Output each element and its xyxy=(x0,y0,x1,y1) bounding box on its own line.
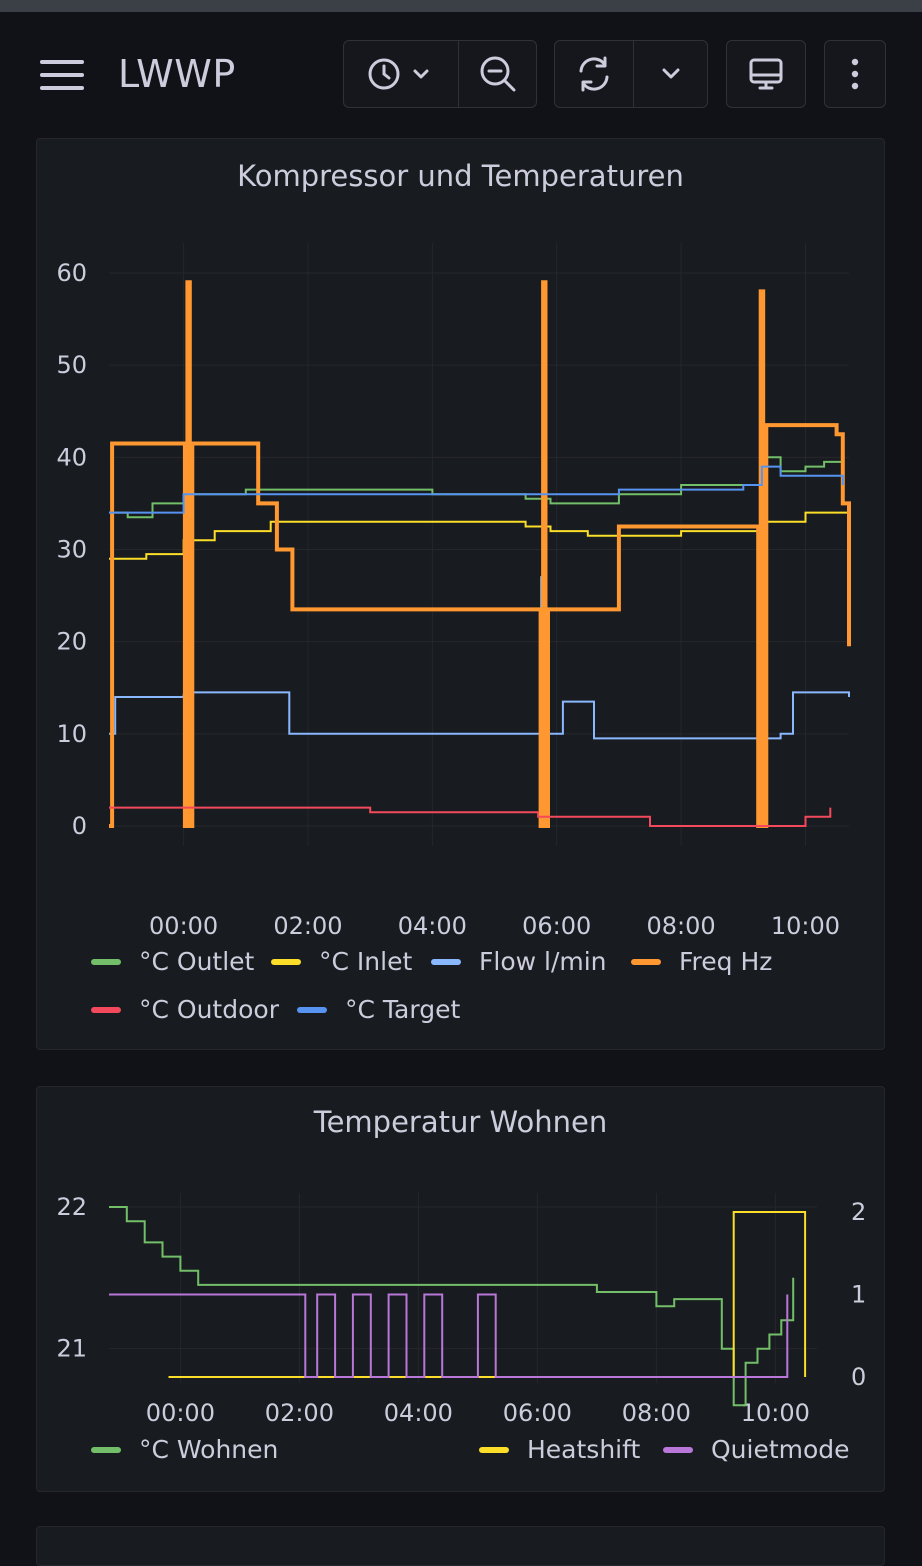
legend-item-flow[interactable]: Flow l/min xyxy=(431,947,607,976)
zoom-out-button[interactable] xyxy=(459,41,537,107)
refresh-icon xyxy=(579,56,609,92)
legend-item-outlet[interactable]: °C Outlet xyxy=(91,947,254,976)
legend-item-quietmode[interactable]: Quietmode xyxy=(663,1435,850,1464)
series-line xyxy=(109,576,850,740)
dashboard-header: LWWP xyxy=(0,12,922,124)
legend-item-heatshift[interactable]: Heatshift xyxy=(479,1435,640,1464)
legend-item-freq[interactable]: Freq Hz xyxy=(631,947,772,976)
x-tick-label: 10:00 xyxy=(771,912,840,940)
y-tick-label: 20 xyxy=(56,628,87,656)
series-line xyxy=(109,456,844,519)
status-bar-strip xyxy=(0,0,922,12)
legend-item-outdoor[interactable]: °C Outdoor xyxy=(91,995,279,1024)
legend-item-target[interactable]: °C Target xyxy=(297,995,460,1024)
x-tick-label: 04:00 xyxy=(398,912,467,940)
time-picker-button[interactable] xyxy=(344,41,458,107)
x-tick-label: 02:00 xyxy=(265,1399,334,1427)
chevron-down-icon xyxy=(662,68,680,79)
series-line xyxy=(109,806,832,827)
chart-compressor-temperatures[interactable]: 60 50 40 30 20 10 0 00:00 02:00 04:00 06:00 08:00 1… xyxy=(37,219,884,979)
chevron-down-icon xyxy=(413,69,429,79)
refresh-control xyxy=(554,40,708,108)
y-tick-label: 10 xyxy=(56,720,87,748)
menu-icon[interactable] xyxy=(40,58,84,92)
y-tick-label: 40 xyxy=(56,443,87,471)
clock-icon xyxy=(368,58,429,90)
x-tick-label: 06:00 xyxy=(522,912,591,940)
panel-title: Temperatur Wohnen xyxy=(313,1105,608,1139)
y-tick-label-right: 0 xyxy=(851,1363,866,1391)
series-line xyxy=(109,503,850,560)
legend-item-inlet[interactable]: °C Inlet xyxy=(271,947,412,976)
tv-mode-button[interactable] xyxy=(726,40,806,108)
y-tick-label: 60 xyxy=(56,259,87,287)
more-button[interactable] xyxy=(824,40,886,108)
x-tick-label: 02:00 xyxy=(273,912,342,940)
panel-compressor-temperatures[interactable]: Kompressor und Temperaturen 60 50 40 30 20 10… xyxy=(36,138,885,1050)
x-tick-label: 08:00 xyxy=(647,912,716,940)
dashboard-title: LWWP xyxy=(118,52,236,96)
series-line xyxy=(109,1206,795,1407)
panel-next[interactable] xyxy=(36,1526,885,1566)
series-line xyxy=(109,280,851,828)
refresh-interval-button[interactable] xyxy=(634,41,708,107)
panel-title: Kompressor und Temperaturen xyxy=(237,159,684,193)
y-tick-label-right: 1 xyxy=(851,1281,866,1309)
y-tick-label: 30 xyxy=(56,536,87,564)
panel-temperatur-wohnen[interactable]: Temperatur Wohnen 22 21 2 1 0 00:00 02:00 04:0… xyxy=(36,1086,885,1492)
zoom-out-icon xyxy=(480,56,516,92)
y-tick-label: 50 xyxy=(56,351,87,379)
legend-item-wohnen[interactable]: °C Wohnen xyxy=(91,1435,278,1464)
time-range-control xyxy=(343,40,537,108)
y-tick-label-right: 2 xyxy=(851,1198,866,1226)
kebab-menu-icon xyxy=(851,58,859,90)
y-tick-label-left: 21 xyxy=(56,1335,87,1363)
series-line xyxy=(109,1293,789,1378)
x-tick-label: 00:00 xyxy=(149,912,218,940)
monitor-icon xyxy=(749,58,783,90)
x-tick-label: 10:00 xyxy=(741,1399,810,1427)
y-tick-label-left: 22 xyxy=(56,1193,87,1221)
y-tick-label: 0 xyxy=(72,812,87,840)
refresh-button[interactable] xyxy=(555,41,633,107)
x-tick-label: 08:00 xyxy=(622,1399,691,1427)
series-line xyxy=(109,465,844,514)
x-tick-label: 00:00 xyxy=(146,1399,215,1427)
x-tick-label: 04:00 xyxy=(384,1399,453,1427)
x-tick-label: 06:00 xyxy=(503,1399,572,1427)
